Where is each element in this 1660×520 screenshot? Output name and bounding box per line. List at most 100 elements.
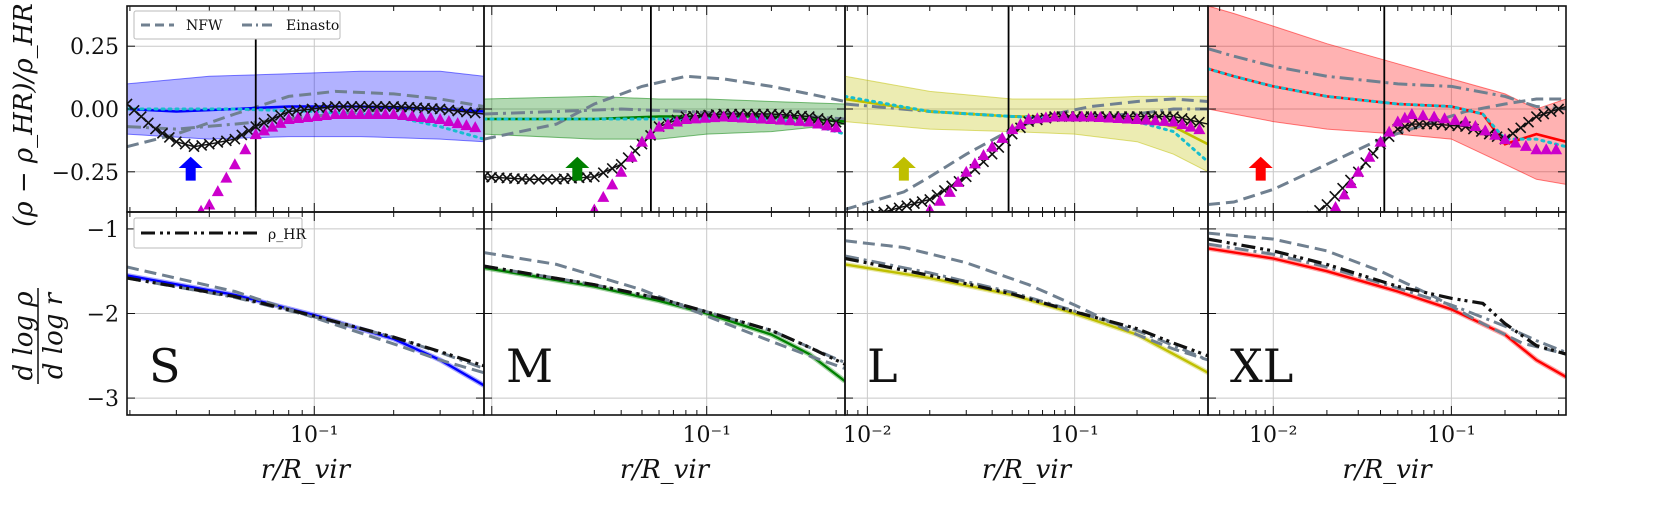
cross-marker [170, 136, 182, 148]
x-tick-label: 10⁻² [843, 423, 891, 448]
cross-markers [127, 98, 484, 153]
triangle-marker [689, 112, 702, 124]
triangle-marker [1094, 111, 1107, 123]
cross-marker [1515, 122, 1527, 134]
triangle-marker [442, 115, 455, 127]
y-ticks [484, 45, 845, 399]
cross-marker [379, 100, 391, 113]
y-ticks [1208, 45, 1566, 399]
top-plot-area-M [484, 6, 845, 243]
triangle-marker [310, 110, 323, 122]
triangle-marker [986, 140, 999, 152]
cross-marker [156, 127, 168, 139]
nfw-curve [484, 74, 845, 141]
triangle-marker [670, 115, 683, 127]
cross-marker [329, 100, 341, 113]
triangle-marker [661, 118, 674, 130]
triangle-marker [1469, 119, 1482, 131]
triangle-marker [1509, 136, 1522, 148]
triangle-marker [387, 108, 400, 120]
resolution-arrow [1248, 156, 1273, 181]
cross-marker [203, 138, 215, 150]
triangle-marker [615, 165, 628, 177]
triangle-marker [1149, 114, 1162, 126]
cross-marker [588, 171, 600, 183]
cross-marker [856, 213, 866, 223]
x-tick-label: 10⁻¹ [1427, 423, 1475, 448]
legend-nfw-label: NFW [186, 18, 223, 34]
triangle-marker [977, 149, 990, 161]
cross-marker [1538, 108, 1550, 120]
cross-marker [597, 167, 609, 179]
cross-marker [606, 162, 618, 175]
triangle-marker [579, 213, 591, 224]
panel-label-S: S [149, 339, 181, 393]
triangle-marker [1131, 113, 1144, 125]
triangle-marker [1398, 111, 1411, 123]
resolution-arrow [891, 156, 916, 181]
cross-marker [1236, 267, 1246, 277]
slope-nfw-curve [127, 265, 484, 375]
cross-marker [1522, 116, 1535, 128]
triangle-markers [192, 108, 482, 212]
triangle-marker [1121, 112, 1134, 124]
triangle-marker [1363, 150, 1376, 162]
triangle-marker [1006, 123, 1019, 135]
triangle-marker [337, 108, 350, 120]
triangle-marker [653, 120, 666, 132]
triangle-marker [560, 232, 572, 243]
y-tick-label: 0.00 [70, 98, 119, 123]
triangle-marker [952, 175, 965, 187]
triangle-marker [282, 113, 295, 125]
triangle-marker [249, 128, 262, 140]
triangle-marker [203, 198, 216, 210]
triangle-marker [1428, 110, 1441, 122]
cross-marker [1185, 114, 1197, 126]
triangle-marker [1167, 115, 1180, 127]
cross-marker [924, 193, 936, 206]
triangle-marker [784, 114, 797, 126]
dotted-curve [1208, 67, 1566, 149]
y-tick-label: −3 [87, 387, 119, 412]
cross-marker [346, 100, 358, 113]
triangle-marker [1075, 110, 1088, 122]
triangle-marker [1057, 110, 1070, 122]
triangle-markers [925, 110, 1206, 212]
x-axis-label: r/R_vir [261, 455, 352, 485]
panel-label-L: L [867, 339, 898, 393]
cross-marker [533, 173, 545, 185]
cross-marker [250, 121, 262, 133]
y-ticks [845, 45, 1208, 399]
triangle-marker [460, 119, 473, 131]
triangle-marker [830, 121, 843, 133]
triangle-marker [708, 111, 721, 123]
triangle-marker [1530, 143, 1543, 155]
cross-marker [337, 100, 350, 113]
cross-marker [1507, 127, 1519, 140]
einasto-curve [1208, 47, 1566, 111]
triangle-marker [1031, 112, 1044, 124]
triangle-marker [415, 111, 428, 123]
cross-marker [179, 138, 191, 150]
y-tick-label: −2 [87, 303, 119, 328]
triangle-marker [1459, 115, 1472, 127]
x-tick-label: 10⁻¹ [1050, 423, 1098, 448]
cross-marker [274, 109, 287, 121]
triangle-marker [597, 190, 610, 202]
triangle-marker [211, 185, 224, 197]
bottom-plot-area-S [127, 212, 484, 415]
triangle-marker [943, 185, 956, 197]
x-tick-label: 10⁻¹ [682, 423, 730, 448]
triangle-marker [1085, 110, 1098, 122]
triangle-marker [239, 143, 252, 155]
slope-curve [127, 274, 484, 387]
cross-marker [371, 100, 383, 113]
resolution-arrow [178, 156, 203, 181]
cross-marker [258, 117, 270, 129]
triangle-marker [1540, 143, 1553, 155]
x-axis-label: r/R_vir [982, 455, 1073, 485]
triangle-marker [370, 108, 383, 120]
x-ticks [491, 6, 837, 415]
top-plot-area-S [127, 6, 484, 212]
top-y-axis-label: (ρ − ρ_HR)/ρ_HR [9, 3, 39, 227]
